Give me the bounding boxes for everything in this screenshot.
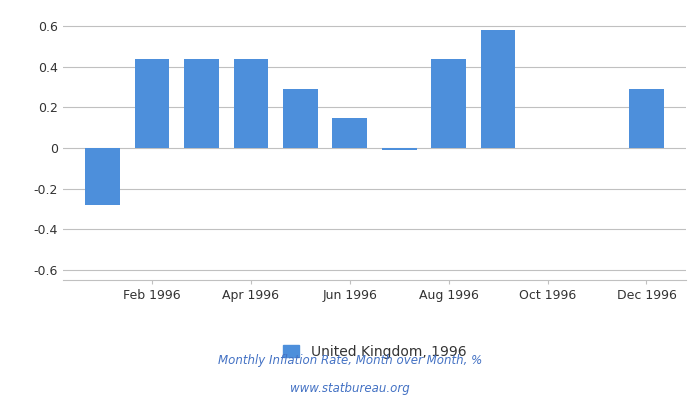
Bar [332,118,367,148]
Text: Monthly Inflation Rate, Month over Month, %: Monthly Inflation Rate, Month over Month… [218,354,482,367]
Bar [234,59,268,148]
Bar [85,148,120,205]
Text: www.statbureau.org: www.statbureau.org [290,382,410,395]
Bar [184,59,218,148]
Bar [134,59,169,148]
Legend: United Kingdom, 1996: United Kingdom, 1996 [283,345,466,359]
Bar [629,89,664,148]
Bar [382,148,416,150]
Bar [481,30,515,148]
Bar [283,89,318,148]
Bar [431,59,466,148]
